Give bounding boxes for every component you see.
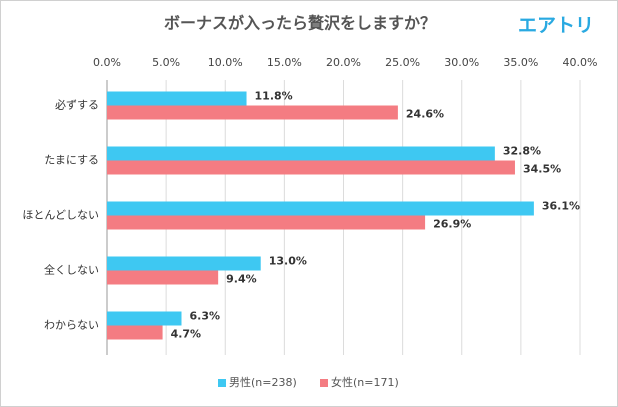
value-label: 32.8% [503, 145, 541, 158]
y-tick-label: 全くしない [44, 263, 99, 277]
x-tick-label: 40.0% [563, 56, 598, 69]
x-tick-label: 25.0% [385, 56, 420, 69]
value-label: 13.0% [269, 255, 307, 268]
y-tick-label: ほとんどしない [22, 209, 99, 222]
y-tick-label: 必ずする [55, 99, 99, 112]
bar [107, 215, 426, 230]
value-label: 9.4% [226, 273, 257, 286]
x-tick-label: 10.0% [208, 56, 243, 69]
x-tick-label: 15.0% [267, 56, 302, 69]
bar [107, 91, 247, 106]
chart-title: ボーナスが入ったら贅沢をしますか？ [164, 14, 436, 33]
value-label: 6.3% [189, 310, 220, 323]
legend-label: 男性(n=238) [229, 375, 297, 389]
bar [107, 256, 261, 271]
value-label: 24.6% [406, 108, 444, 121]
value-label: 36.1% [542, 200, 580, 213]
x-tick-label: 0.0% [93, 56, 121, 69]
legend-swatch [218, 379, 226, 387]
x-tick-label: 20.0% [326, 56, 361, 69]
x-tick-label: 5.0% [152, 56, 180, 69]
legend-label: 女性(n=171) [331, 375, 399, 389]
x-tick-label: 35.0% [503, 56, 538, 69]
bar [107, 325, 163, 340]
y-tick-label: たまにする [44, 154, 99, 167]
bar [107, 311, 182, 326]
y-tick-label: わからない [44, 319, 99, 332]
logo: エアトリ [518, 15, 594, 37]
value-label: 4.7% [171, 328, 202, 341]
value-label: 26.9% [433, 218, 471, 231]
value-label: 34.5% [523, 163, 561, 176]
bar [107, 270, 219, 285]
bar [107, 160, 515, 175]
value-label: 11.8% [255, 90, 293, 103]
bar [107, 105, 398, 120]
bar [107, 146, 495, 161]
bar [107, 201, 534, 216]
x-tick-label: 30.0% [444, 56, 479, 69]
legend-swatch [320, 379, 328, 387]
